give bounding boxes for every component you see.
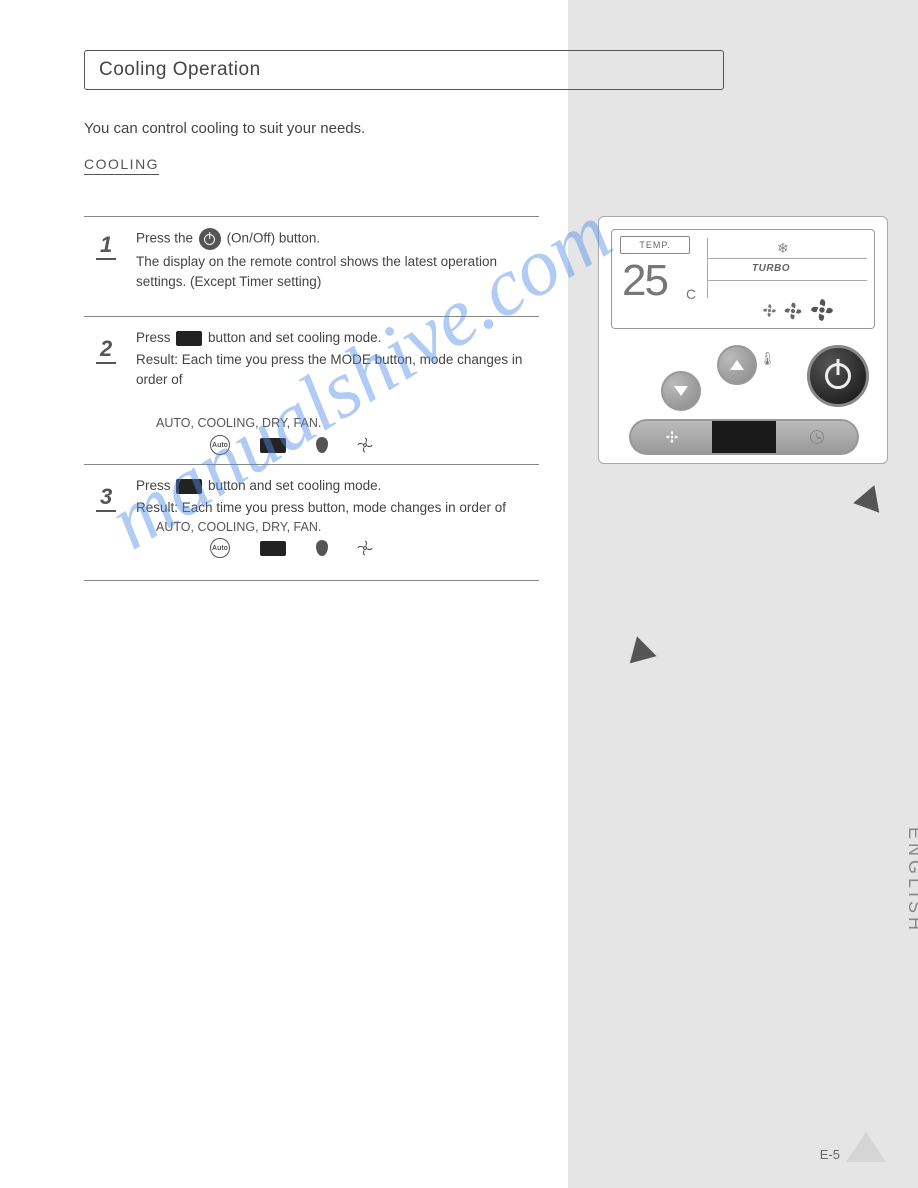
fan-speed-icons [762,300,835,323]
lcd-divider-h2 [707,280,867,281]
temp-value: 25 [622,256,667,306]
page-corner-icon [846,1132,886,1162]
mode-icon-row: Auto [210,538,374,558]
snowflake-icon: ❄ [777,240,789,257]
mode-button[interactable] [712,419,776,455]
timer-button[interactable] [776,419,859,455]
mode-icon-row: Auto [210,435,374,455]
dry-icon [316,540,328,556]
lcd-divider-h1 [707,258,867,259]
turbo-label: TURBO [752,263,790,274]
remote-buttons: 🌡 [611,341,875,466]
power-icon [825,363,851,389]
step-1-desc: The display on the remote control shows … [136,252,536,293]
remote-diagram: TEMP. 25 C ❄ TURBO 🌡 [598,216,888,464]
section-label: COOLING [84,156,159,175]
divider [84,464,539,465]
temp-unit: C [686,286,696,302]
mode-button-icon [176,479,202,494]
thermometer-icon: 🌡 [759,351,776,367]
divider [84,216,539,217]
cool-icon [260,438,286,453]
step-2-line: Press button and set cooling mode. [136,328,381,348]
step-3-line: Press button and set cooling mode. [136,476,381,496]
cool-icon [260,541,286,556]
power-button[interactable] [807,345,869,407]
temp-down-button[interactable] [661,371,701,411]
step-2-sequence: AUTO, COOLING, DRY, FAN. [156,416,556,430]
chevron-up-icon [730,360,744,370]
auto-icon: Auto [210,435,230,455]
fan-icon [356,436,374,454]
divider [84,580,539,581]
page-number: E-5 [820,1147,840,1162]
pill-button-group [629,419,859,455]
fan-icon [664,429,680,445]
power-icon [199,228,221,250]
callout-arrow-power [851,485,879,517]
title-box: Cooling Operation [84,50,724,90]
step-number-3: 3 [96,484,116,512]
dry-icon [316,437,328,453]
step-number-1: 1 [96,232,116,260]
auto-icon: Auto [210,538,230,558]
divider [84,316,539,317]
page-title: Cooling Operation [99,59,261,81]
mode-button-icon [176,331,202,346]
step-2-desc: Result: Each time you press the MODE but… [136,350,536,391]
temp-up-button[interactable] [717,345,757,385]
step-number-2: 2 [96,336,116,364]
step-3-sequence: AUTO, COOLING, DRY, FAN. [156,520,556,534]
chevron-down-icon [674,386,688,396]
lcd-divider-v [707,238,708,298]
sidebar-column: TEMP. 25 C ❄ TURBO 🌡 [568,0,918,1188]
step-1-line: Press the (On/Off) button. [136,228,320,250]
fan-icon [356,539,374,557]
callout-arrow-mode [630,636,660,669]
language-tab: ENGLISH [904,827,918,934]
fan-icon-medium [783,301,803,321]
lcd-screen: TEMP. 25 C ❄ TURBO [611,229,875,329]
fan-icon-large [809,297,835,323]
fan-button[interactable] [629,419,712,455]
step-3-desc: Result: Each time you press button, mode… [136,498,536,518]
page-root: TEMP. 25 C ❄ TURBO 🌡 [0,0,918,1188]
fan-icon-small [762,303,777,318]
temp-label-box: TEMP. [620,236,690,254]
clock-icon [810,430,824,444]
page-subtitle: You can control cooling to suit your nee… [84,120,365,137]
